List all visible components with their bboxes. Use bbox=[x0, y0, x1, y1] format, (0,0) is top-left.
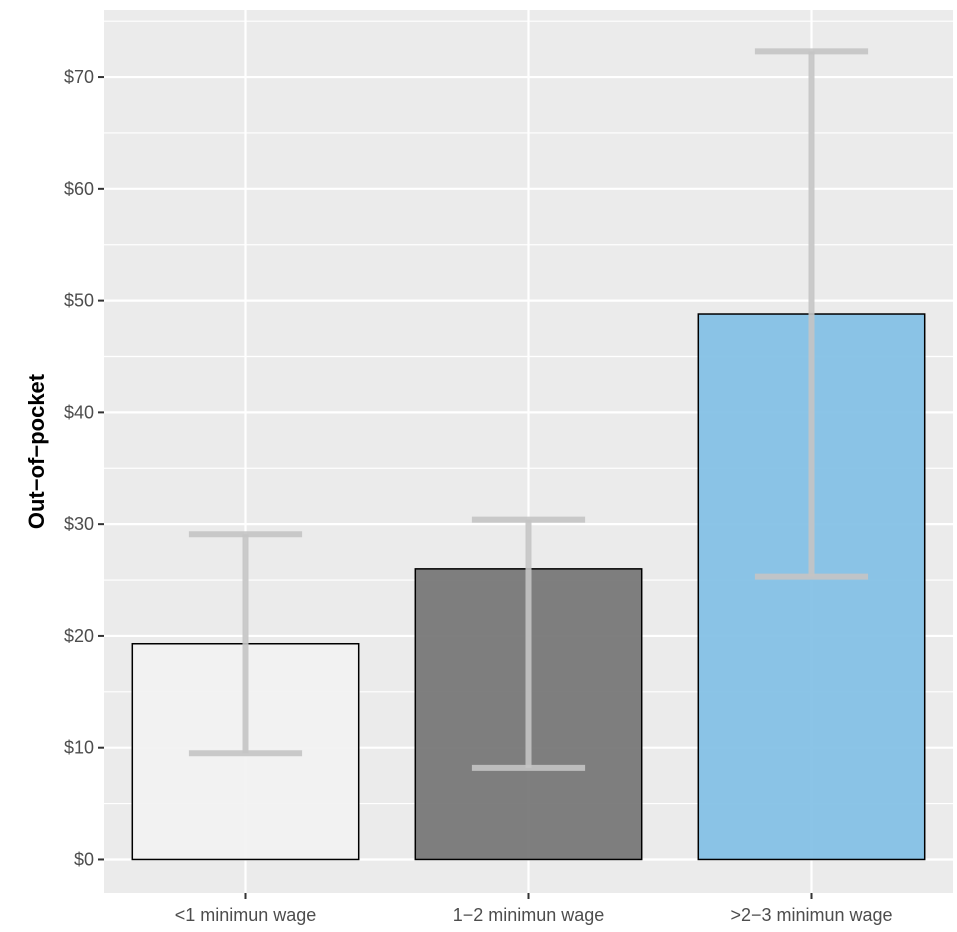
y-tick-label: $30 bbox=[64, 514, 94, 534]
y-tick-label: $40 bbox=[64, 402, 94, 422]
y-axis: $0 $10 $20 $30 $40 $50 $60 $70 bbox=[64, 67, 104, 869]
error-bar bbox=[471, 516, 586, 771]
x-tick-label: <1 minimun wage bbox=[175, 905, 317, 925]
y-tick-label: $50 bbox=[64, 291, 94, 311]
error-bar bbox=[754, 48, 869, 580]
y-axis-title: Out−of−pocket bbox=[24, 373, 49, 529]
x-tick-label: >2−3 minimun wage bbox=[730, 905, 892, 925]
x-axis: <1 minimun wage 1−2 minimun wage >2−3 mini… bbox=[175, 893, 893, 925]
y-tick-label: $0 bbox=[74, 849, 94, 869]
y-tick-label: $60 bbox=[64, 179, 94, 199]
y-tick-label: $20 bbox=[64, 626, 94, 646]
y-tick-label: $70 bbox=[64, 67, 94, 87]
x-tick-label: 1−2 minimun wage bbox=[453, 905, 605, 925]
error-bars bbox=[188, 48, 869, 771]
y-tick-label: $10 bbox=[64, 738, 94, 758]
error-bar bbox=[188, 531, 303, 757]
